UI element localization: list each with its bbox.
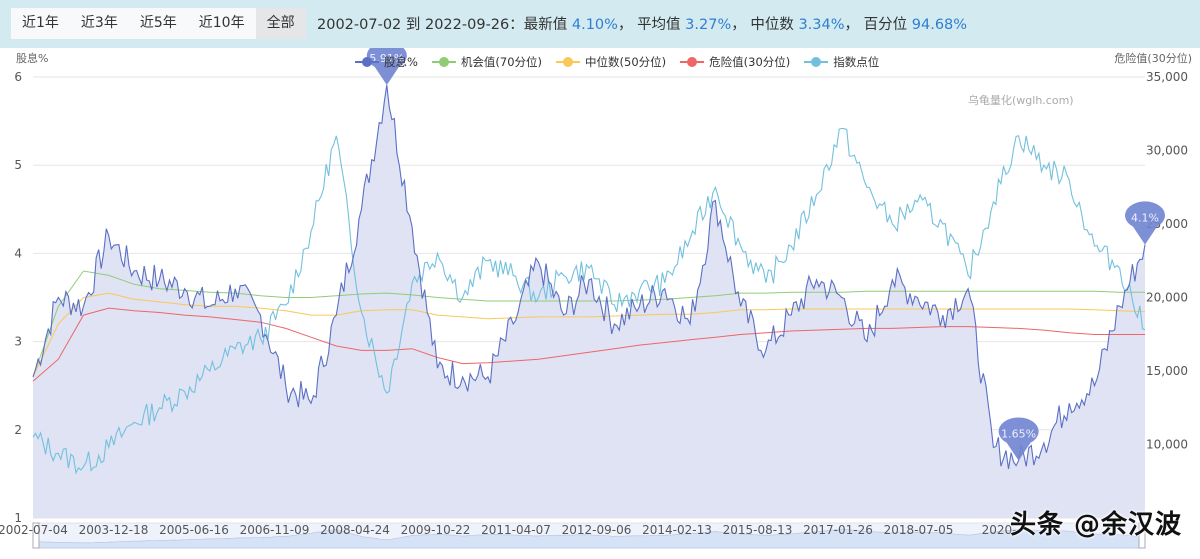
x-tick-label: 2012-09-06 [562, 523, 632, 537]
separator: ， [844, 17, 860, 33]
legend-label: 股息% [384, 55, 418, 69]
y-tick-label: 4 [14, 246, 22, 260]
left-axis-name: 股息% [16, 52, 49, 65]
x-tick-label: 2008-04-24 [320, 523, 390, 537]
percentile-label: 百分位 [863, 17, 908, 33]
chart-plot: 12345610,00015,00020,00025,00030,00035,0… [0, 41, 1188, 549]
latest-value: 4.10% [571, 17, 618, 33]
x-tick-label: 2017-01-26 [803, 523, 873, 537]
legend-symbol-icon [355, 57, 379, 67]
range-1y-button[interactable]: 近1年 [22, 15, 59, 31]
summary-stats: 2002-07-02 到 2022-09-26：最新值 4.10%， 平均值 3… [317, 13, 967, 34]
watermark: 乌龟量化(wglh.com) [968, 94, 1074, 107]
y2-tick-label: 20,000 [1146, 291, 1188, 305]
y2-tick-label: 35,000 [1146, 70, 1188, 84]
y2-tick-label: 30,000 [1146, 144, 1188, 158]
toolbar: 近1年 近3年 近5年 近10年 全部 2002-07-02 到 2022-09… [0, 0, 1200, 48]
legend-symbol-icon [804, 57, 829, 67]
yield-line [32, 84, 1146, 469]
range-selector: 近1年 近3年 近5年 近10年 全部 [11, 8, 306, 39]
x-tick-label: 2020- [982, 523, 1017, 537]
x-tick-label: 2002-07-04 [0, 523, 68, 537]
right-axis-name: 危险值(30分位) [1114, 52, 1192, 65]
index-line [32, 127, 1146, 475]
separator: ， [617, 17, 633, 33]
date-range: 2002-07-02 到 2022-09-26： [317, 17, 524, 33]
chart-legend: 股息% 机会值(70分位) 中位数(50分位) 危险值(30分位) 指数点位 [355, 54, 879, 70]
legend-label: 机会值(70分位) [460, 55, 543, 69]
legend-item[interactable]: 股息% [355, 54, 418, 70]
danger-line [32, 307, 1145, 382]
legend-label: 中位数(50分位) [585, 55, 667, 69]
range-all-button[interactable]: 全部 [255, 8, 306, 39]
value-marker: 1.65% [998, 417, 1039, 461]
y-tick-label: 3 [14, 335, 22, 349]
y-tick-label: 1 [14, 511, 22, 525]
median-value: 3.34% [798, 17, 845, 33]
separator: ， [731, 17, 746, 33]
legend-label: 危险值(30分位) [709, 55, 791, 69]
data-zoom-slider[interactable] [32, 522, 1146, 549]
median-line [32, 292, 1146, 378]
y2-tick-label: 15,000 [1146, 364, 1188, 378]
svg-text:1.65%: 1.65% [1001, 428, 1036, 441]
chart-area: 股息% 危险值(30分位) 股息% 机会值(70分位) 中位数(50分位) 危险值(3… [0, 41, 1200, 555]
y-tick-label: 6 [14, 70, 22, 84]
legend-item[interactable]: 机会值(70分位) [431, 54, 543, 70]
mean-value: 3.27% [685, 17, 732, 33]
x-tick-label: 2006-11-09 [240, 523, 310, 537]
latest-label: 最新值 [523, 17, 568, 33]
legend-item[interactable]: 指数点位 [804, 54, 879, 70]
x-tick-label: 2018-07-05 [884, 523, 954, 537]
y-tick-label: 2 [14, 423, 22, 437]
slider-handle-right[interactable] [1138, 522, 1146, 549]
range-5y-button[interactable]: 近5年 [139, 15, 177, 31]
legend-symbol-icon [431, 57, 456, 67]
value-marker: 4.1% [1125, 201, 1165, 245]
range-10y-button[interactable]: 近10年 [198, 15, 245, 31]
legend-symbol-icon [556, 57, 581, 67]
svg-text:4.1%: 4.1% [1131, 212, 1159, 225]
median-label: 中位数 [750, 17, 794, 33]
x-tick-label: 2014-02-13 [642, 523, 712, 537]
x-tick-label: 2003-12-18 [79, 523, 149, 537]
percentile-value: 94.68% [911, 17, 968, 33]
legend-label: 指数点位 [833, 55, 880, 69]
y-tick-label: 5 [14, 158, 22, 172]
credit-overlay: 头条 @余汉波 [1009, 510, 1182, 540]
x-tick-label: 2005-06-16 [159, 523, 229, 537]
x-tick-label: 2009-10-22 [401, 523, 471, 537]
x-tick-label: 2011-04-07 [481, 523, 551, 537]
slider-handle-left[interactable] [32, 522, 40, 549]
legend-symbol-icon [680, 57, 705, 67]
legend-item[interactable]: 危险值(30分位) [680, 54, 790, 70]
y2-tick-label: 10,000 [1146, 438, 1188, 452]
x-tick-label: 2015-08-13 [723, 523, 793, 537]
legend-item[interactable]: 中位数(50分位) [556, 54, 666, 70]
mean-label: 平均值 [637, 17, 681, 33]
range-3y-button[interactable]: 近3年 [80, 15, 118, 31]
